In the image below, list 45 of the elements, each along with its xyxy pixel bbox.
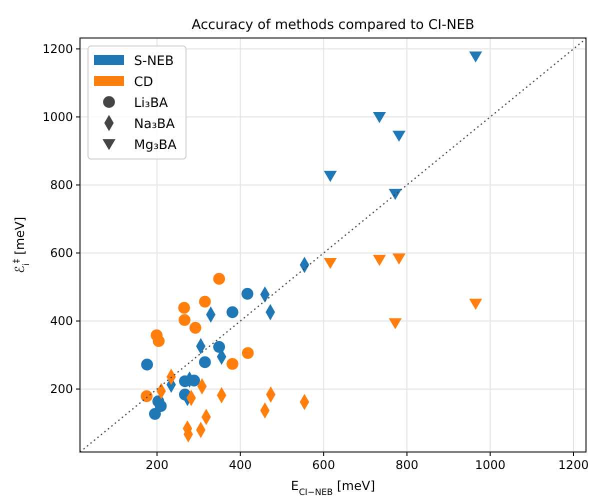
point [178,314,190,326]
x-tick-label: 400 [228,458,252,472]
legend-label: Mg₃BA [134,138,177,153]
x-axis-title: E$_{CI−NEB}$ [meV] [290,478,376,496]
point [242,347,254,359]
point [213,340,226,353]
point [392,254,406,265]
x-tick-label: 1000 [474,458,506,472]
point [469,51,482,63]
point [392,130,406,142]
y-tick-label: 600 [50,246,73,260]
point [388,188,402,200]
point [469,298,482,310]
legend-label: CD [134,75,154,90]
y-tick-label: 1000 [42,110,73,124]
x-tick-label: 200 [146,458,168,472]
point [149,408,161,420]
point [324,258,337,270]
x-tick-label: 1200 [558,458,589,472]
point [152,335,165,348]
chart-title: Accuracy of methods compared to CI-NEB [192,17,474,33]
legend-label: S-NEB [134,54,174,69]
point [226,306,238,318]
point [213,272,226,285]
point [388,318,402,330]
point [199,356,211,368]
point [140,390,153,402]
point [226,358,238,370]
y-tick-label: 400 [50,314,73,328]
x-tick-label: 600 [312,458,336,472]
point [141,358,153,370]
x-tick-label: 800 [395,458,418,472]
point [199,296,211,308]
point [178,302,190,314]
point [154,400,167,412]
y-tick-label: 800 [50,178,73,192]
legend-label: Na₃BA [134,117,175,132]
y-tick-label: 200 [50,382,73,396]
point [324,170,337,182]
point [372,254,386,266]
y-tick-label: 1200 [42,42,73,56]
legend-label: Li₃BA [134,96,168,111]
point [372,112,386,124]
point [242,288,254,300]
point [189,322,202,334]
